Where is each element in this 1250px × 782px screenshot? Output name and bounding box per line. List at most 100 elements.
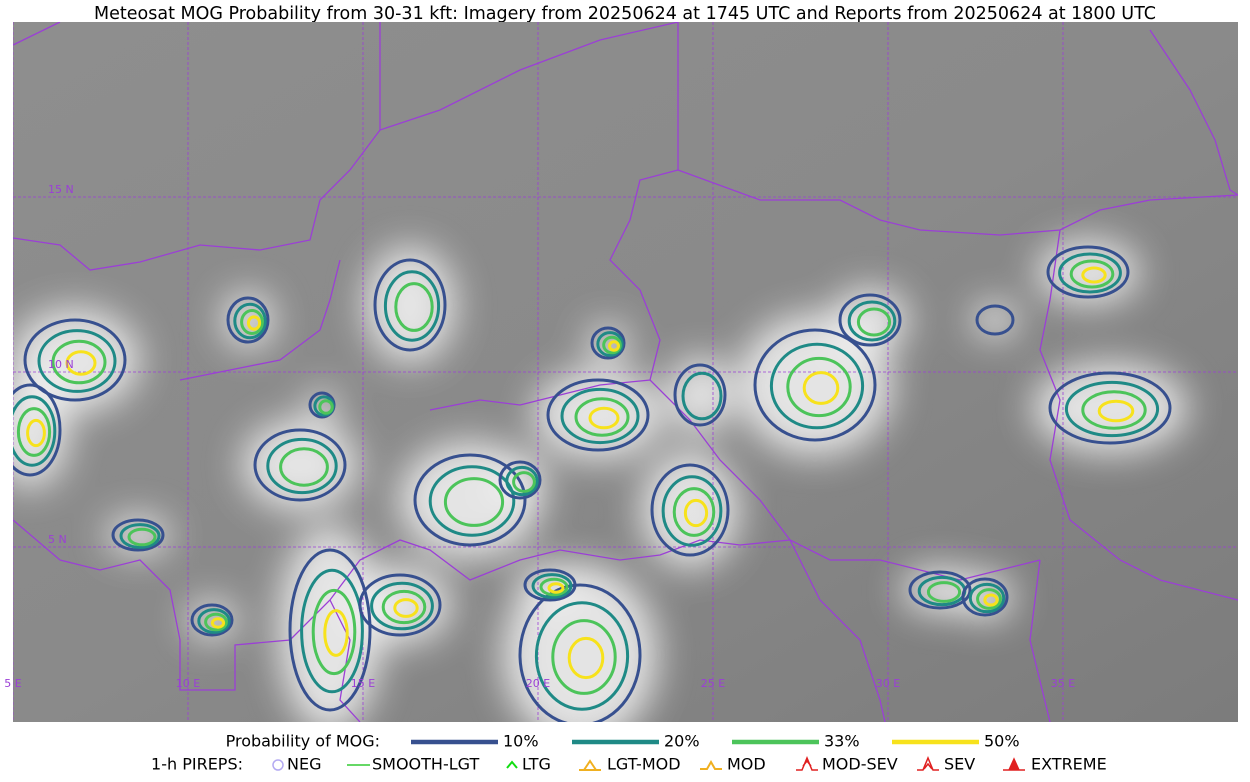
contour bbox=[672, 487, 716, 537]
contour bbox=[498, 460, 542, 500]
contour bbox=[661, 475, 723, 547]
contour bbox=[358, 573, 442, 637]
contour bbox=[1081, 390, 1147, 430]
contour bbox=[856, 307, 892, 337]
probability-contours bbox=[13, 245, 1172, 722]
contour bbox=[381, 589, 427, 625]
contour bbox=[681, 371, 723, 421]
contour bbox=[119, 523, 161, 549]
contour bbox=[226, 296, 270, 344]
contour bbox=[534, 601, 630, 711]
border bbox=[379, 22, 679, 411]
contour bbox=[838, 293, 902, 347]
cloud bbox=[533, 369, 663, 461]
contour bbox=[300, 568, 364, 694]
borders bbox=[13, 22, 1238, 722]
pirep-icon bbox=[917, 756, 939, 771]
pirep-icon bbox=[700, 759, 722, 770]
contour bbox=[428, 465, 516, 537]
legend-label: LGT-MOD bbox=[607, 755, 681, 774]
contour bbox=[413, 453, 527, 547]
contour bbox=[567, 636, 605, 680]
contour bbox=[373, 258, 447, 352]
contour bbox=[266, 437, 338, 495]
contour bbox=[1048, 371, 1172, 445]
pirep-icon bbox=[796, 756, 818, 771]
latitude-label: 5 N bbox=[48, 533, 67, 546]
contour bbox=[370, 581, 434, 631]
cloud bbox=[13, 371, 69, 489]
pireps-legend-title: 1-h PIREPS: bbox=[151, 755, 243, 774]
latitude-label: 15 N bbox=[48, 183, 74, 196]
longitude-label: 20 E bbox=[526, 677, 550, 690]
contour bbox=[204, 612, 228, 632]
contour bbox=[968, 582, 1006, 614]
contour bbox=[539, 577, 569, 597]
legend-label: EXTREME bbox=[1031, 755, 1107, 774]
contour bbox=[393, 598, 419, 618]
contour bbox=[976, 588, 1002, 610]
contour bbox=[1081, 266, 1107, 284]
contour bbox=[51, 339, 107, 385]
cloud-tops bbox=[13, 239, 1188, 722]
border bbox=[649, 379, 1041, 581]
contour bbox=[802, 371, 840, 405]
contour bbox=[1064, 380, 1160, 438]
contour bbox=[602, 335, 622, 355]
border bbox=[677, 169, 1238, 236]
cloud bbox=[1032, 362, 1188, 454]
contour bbox=[240, 309, 264, 335]
legend-label: 50% bbox=[984, 732, 1020, 751]
contour bbox=[908, 570, 972, 610]
contour bbox=[551, 619, 617, 695]
contour bbox=[1046, 245, 1130, 299]
probability-legend-title: Probability of MOG: bbox=[226, 732, 380, 751]
longitude-label: 10 E bbox=[176, 677, 200, 690]
contour bbox=[531, 573, 573, 599]
border bbox=[329, 539, 1051, 722]
contour bbox=[975, 304, 1015, 336]
cloud bbox=[831, 287, 909, 353]
legend-label: NEG bbox=[287, 755, 321, 774]
legend-label: 33% bbox=[824, 732, 860, 751]
contour bbox=[518, 583, 642, 722]
legend-label: MOD-SEV bbox=[822, 755, 898, 774]
contour bbox=[983, 593, 999, 607]
contour bbox=[673, 363, 727, 427]
contour bbox=[512, 471, 536, 493]
contour bbox=[394, 282, 434, 332]
contour bbox=[1069, 259, 1115, 289]
cloud bbox=[241, 419, 359, 511]
contour bbox=[311, 588, 357, 676]
legend-label: 10% bbox=[503, 732, 539, 751]
contour bbox=[246, 315, 262, 331]
contour bbox=[523, 568, 577, 602]
contour bbox=[318, 399, 334, 415]
contour bbox=[16, 407, 52, 457]
contour bbox=[961, 577, 1009, 617]
contour bbox=[383, 270, 441, 342]
contour bbox=[847, 300, 897, 342]
longitude-label: 5 E bbox=[4, 677, 21, 690]
contour bbox=[753, 328, 877, 442]
contour bbox=[26, 418, 46, 448]
contour bbox=[560, 387, 640, 445]
cloud bbox=[364, 246, 456, 364]
contour bbox=[13, 383, 62, 477]
pirep-icon bbox=[579, 759, 601, 771]
contour bbox=[111, 518, 165, 552]
contour bbox=[588, 406, 620, 430]
map-title: Meteosat MOG Probability from 30-31 kft:… bbox=[94, 4, 1156, 24]
contour bbox=[769, 342, 865, 430]
border bbox=[1039, 229, 1238, 601]
contour bbox=[197, 608, 231, 634]
border bbox=[13, 22, 381, 271]
contour bbox=[596, 331, 624, 357]
legend-label: 20% bbox=[664, 732, 700, 751]
contour bbox=[288, 548, 372, 712]
contour bbox=[443, 477, 505, 527]
legend-label: SMOOTH-LGT bbox=[372, 755, 479, 774]
legend-label: SEV bbox=[944, 755, 975, 774]
